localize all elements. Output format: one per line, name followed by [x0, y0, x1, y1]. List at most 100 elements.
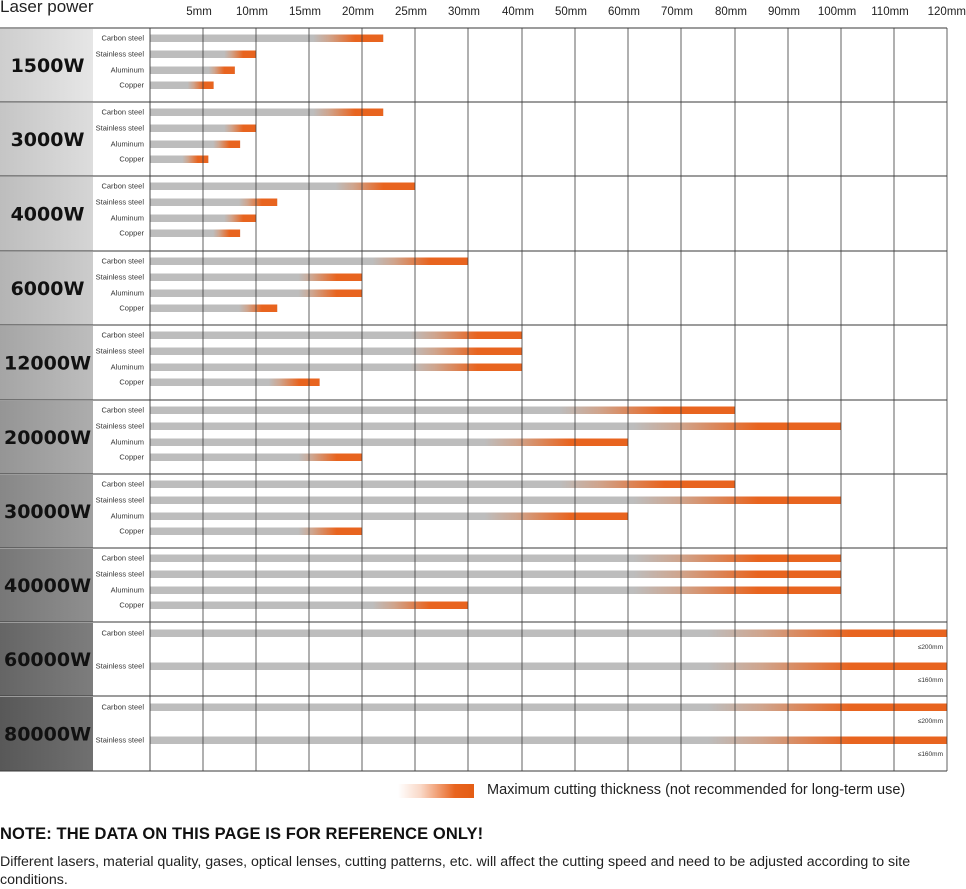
power-label: 4000W — [11, 204, 85, 226]
bar-max-segment — [633, 422, 841, 430]
bar — [150, 304, 278, 312]
material-label: Copper — [119, 155, 144, 164]
bar-max-segment — [633, 554, 841, 562]
bar — [150, 496, 841, 504]
bar-note: ≤160mm — [918, 751, 943, 758]
laser-power-heading: Laser power — [0, 0, 94, 16]
bar-max-segment — [224, 124, 256, 132]
bar-max-segment — [410, 363, 522, 371]
cutting-thickness-chart: 5mm 10mm 15mm 20mm 25mm 30mm 40mm 50mm 60mm 70mm 8… — [0, 6, 966, 772]
power-label: 60000W — [4, 649, 91, 671]
x-tick-label: 40mm — [502, 6, 534, 18]
material-label: Stainless steel — [96, 422, 145, 431]
bar-max-segment — [182, 155, 209, 163]
bar-max-segment — [633, 496, 841, 504]
bar — [150, 229, 241, 237]
power-label: 6000W — [11, 278, 85, 300]
power-label-box — [0, 401, 93, 474]
material-label: Carbon steel — [101, 182, 144, 191]
bar-note: ≤200mm — [918, 718, 943, 725]
x-tick-label: 50mm — [555, 6, 587, 18]
bar-max-segment — [484, 512, 628, 520]
bar-max-segment — [559, 480, 735, 488]
bar — [150, 438, 628, 446]
bar — [150, 570, 841, 578]
bar — [150, 66, 235, 74]
material-label: Carbon steel — [101, 108, 144, 117]
bar-max-segment — [298, 273, 362, 281]
bar — [150, 81, 214, 89]
bar-max-segment — [372, 601, 468, 609]
power-label: 3000W — [11, 129, 85, 151]
material-label: Aluminum — [111, 512, 144, 521]
bar — [150, 480, 735, 488]
power-label-box — [0, 475, 93, 548]
material-label: Carbon steel — [101, 629, 144, 638]
power-label-box — [0, 326, 93, 400]
bar — [150, 406, 735, 414]
bar-max-segment — [298, 527, 362, 535]
material-label: Stainless steel — [96, 273, 145, 282]
power-label: 20000W — [4, 427, 91, 449]
x-tick-label: 60mm — [608, 6, 640, 18]
bar-max-segment — [707, 703, 947, 711]
power-label: 30000W — [4, 501, 91, 523]
power-label-box — [0, 549, 93, 622]
material-label: Stainless steel — [96, 347, 145, 356]
x-tick-label: 25mm — [395, 6, 427, 18]
material-label: Copper — [119, 304, 144, 313]
power-label: 80000W — [4, 724, 91, 746]
material-label: Copper — [119, 378, 144, 387]
legend: Maximum cutting thickness (not recommend… — [398, 780, 966, 802]
bar-max-segment — [224, 214, 256, 222]
bar — [150, 586, 841, 594]
bar — [150, 554, 841, 562]
x-tick-label: 70mm — [661, 6, 693, 18]
bar — [150, 422, 841, 430]
bar-max-segment — [410, 347, 522, 355]
note-title: NOTE: THE DATA ON THIS PAGE IS FOR REFER… — [0, 825, 484, 843]
bar-max-segment — [313, 34, 384, 42]
bar — [150, 736, 947, 744]
material-label: Stainless steel — [96, 198, 145, 207]
power-label: 12000W — [4, 353, 91, 375]
bar-max-segment — [707, 662, 947, 670]
x-tick-label: 15mm — [289, 6, 321, 18]
material-label: Carbon steel — [101, 406, 144, 415]
x-tick-label: 110mm — [871, 6, 909, 18]
bar-max-segment — [213, 140, 241, 148]
bar-note: ≤200mm — [918, 644, 943, 651]
bar-max-segment — [410, 331, 522, 339]
bar-max-segment — [559, 406, 735, 414]
material-label: Stainless steel — [96, 50, 145, 59]
bar-max-segment — [298, 289, 362, 297]
bar-max-segment — [187, 81, 214, 89]
bar-note: ≤160mm — [918, 677, 943, 684]
power-label-box — [0, 623, 93, 696]
material-label: Carbon steel — [101, 34, 144, 43]
material-label: Stainless steel — [96, 496, 145, 505]
bar — [150, 198, 278, 206]
bar — [150, 662, 947, 670]
material-label: Aluminum — [111, 586, 144, 595]
bar-max-segment — [707, 736, 947, 744]
material-label: Aluminum — [111, 289, 144, 298]
bar — [150, 155, 209, 163]
bar-max-segment — [707, 629, 947, 637]
bar-max-segment — [213, 229, 241, 237]
bar-max-segment — [633, 586, 841, 594]
bar — [150, 331, 522, 339]
material-label: Aluminum — [111, 438, 144, 447]
material-label: Stainless steel — [96, 736, 145, 745]
x-tick-label: 20mm — [342, 6, 374, 18]
legend-label: Maximum cutting thickness (not recommend… — [487, 782, 906, 798]
material-label: Copper — [119, 527, 144, 536]
bar-max-segment — [239, 198, 278, 206]
bar-max-segment — [298, 453, 362, 461]
material-label: Copper — [119, 453, 144, 462]
material-label: Aluminum — [111, 140, 144, 149]
bar — [150, 140, 241, 148]
power-label-box — [0, 29, 93, 102]
bar — [150, 182, 415, 190]
bar-max-segment — [313, 108, 384, 116]
